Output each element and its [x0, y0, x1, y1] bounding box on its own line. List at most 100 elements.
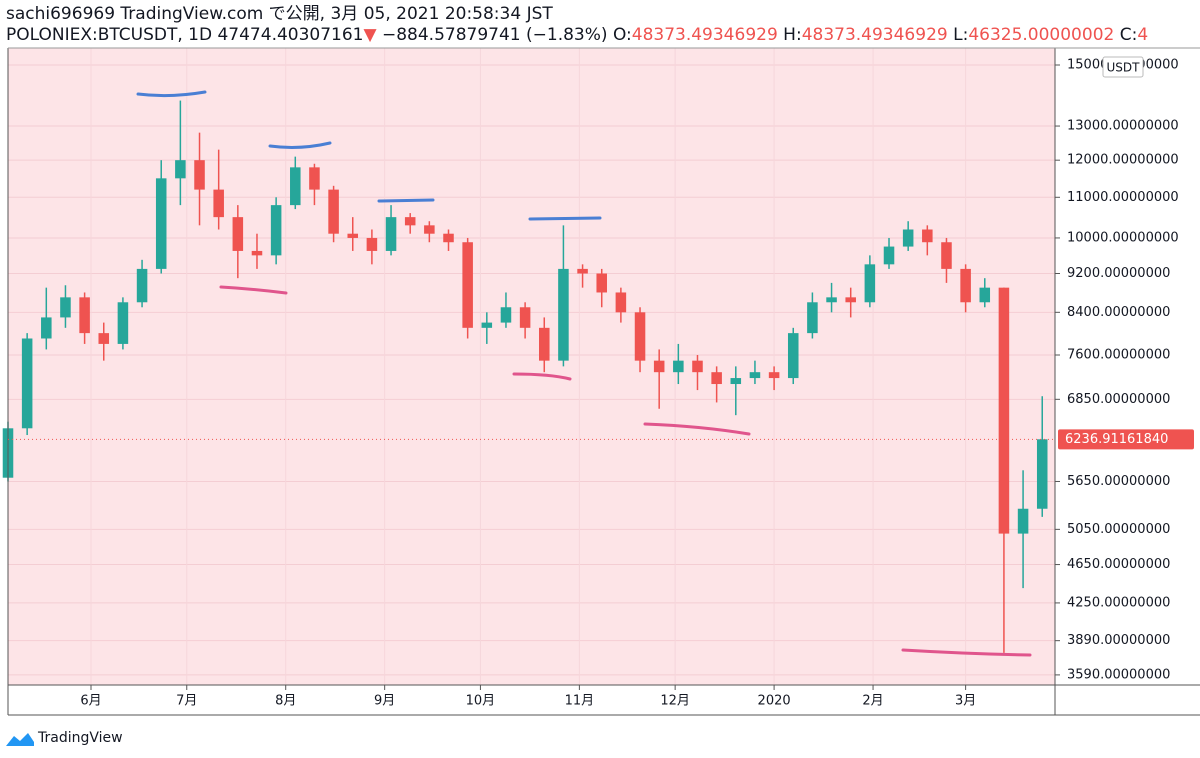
o-label: O: [612, 25, 632, 45]
support-mark [643, 422, 751, 436]
support-mark [901, 648, 1032, 657]
candle-body [673, 360, 684, 373]
candles [2, 100, 1048, 653]
low-value: 46325.00000002 [968, 25, 1115, 45]
symbol: POLONIEX:BTCUSDT, 1D [6, 25, 213, 45]
resistance-mark [268, 141, 332, 149]
resistance-mark [528, 216, 602, 221]
y-tick-label: 8400.00000000 [1067, 305, 1170, 320]
candle-body [213, 189, 224, 218]
candle-body [290, 167, 301, 206]
c-label: C: [1119, 25, 1138, 45]
y-tick-label: 6850.00000000 [1067, 392, 1170, 407]
candle-body [539, 327, 550, 361]
candle-body [845, 297, 856, 303]
y-tick-label: 4250.00000000 [1067, 595, 1170, 610]
candle-body [864, 264, 876, 303]
x-tick-label: 12月 [660, 694, 690, 709]
candle-body [615, 292, 627, 313]
candle-body [155, 178, 167, 269]
candle-body [807, 302, 818, 334]
candle-body [577, 268, 588, 274]
y-tick-label: 7600.00000000 [1067, 348, 1170, 363]
candle-body [404, 217, 416, 226]
x-tick-label: 3月 [955, 694, 976, 709]
logo [6, 733, 34, 746]
candle-body [558, 268, 569, 361]
x-tick-label: 6月 [80, 694, 101, 709]
y-tick-label: 5050.00000000 [1067, 522, 1170, 537]
candle-body [481, 322, 493, 328]
candle-body [21, 338, 33, 429]
y-tick-label: 10000.00000000 [1067, 230, 1179, 245]
candle-body [787, 333, 799, 379]
last-price-label: 6236.91161840 [1065, 432, 1168, 447]
candle-body [462, 242, 473, 328]
candle-body [309, 167, 320, 190]
arrow: ▼ [363, 25, 377, 45]
y-tick-label: 3890.00000000 [1067, 633, 1170, 648]
candle-body [692, 360, 703, 373]
x-tick-label: 2020 [758, 694, 791, 709]
change: −884.57879741 (−1.83%) [381, 25, 608, 45]
candle-body [941, 242, 952, 269]
candle-body [1017, 508, 1029, 534]
x-tick-label: 9月 [374, 694, 395, 709]
currency-box [1102, 56, 1144, 78]
price: 47474.40307161 [217, 25, 364, 45]
open-value: 48373.49346929 [631, 25, 778, 45]
header: sachi696969 TradingView.com で公開, 3月 05, … [6, 4, 1200, 46]
candle-body [117, 302, 129, 344]
candle-body [960, 268, 971, 303]
candle-body [270, 205, 282, 256]
x-tick-label: 11月 [565, 694, 595, 709]
candle-body [902, 229, 914, 247]
y-tick-label: 9200.00000000 [1067, 266, 1170, 281]
candle-body [998, 287, 1010, 534]
candle-body [883, 246, 895, 265]
y-tick-label: 13000.00000000 [1067, 119, 1179, 134]
plot-background [8, 48, 1055, 685]
candle-body [41, 317, 52, 339]
x-tick-label: 7月 [176, 694, 197, 709]
candle-body [1036, 439, 1048, 509]
candle-body [136, 268, 148, 303]
candle-body [634, 312, 646, 361]
candle-body [768, 372, 780, 379]
candle-body [596, 273, 607, 293]
candle-body [347, 233, 359, 238]
symbol-line: POLONIEX:BTCUSDT, 1D 47474.40307161▼ −88… [6, 25, 1200, 46]
annotations [136, 90, 1032, 657]
x-tick-label: 10月 [466, 694, 496, 709]
publish-line: sachi696969 TradingView.com で公開, 3月 05, … [6, 4, 553, 24]
high-value: 48373.49346929 [801, 25, 948, 45]
candle-body [194, 160, 205, 190]
resistance-mark [136, 90, 207, 98]
candle-body [443, 233, 454, 243]
candle-body [251, 250, 263, 256]
candle-body [979, 287, 991, 303]
support-mark [219, 285, 288, 295]
grid [8, 48, 1055, 685]
candle-body [385, 217, 397, 251]
candle-body [175, 160, 186, 179]
y-tick-label: 12000.00000000 [1067, 153, 1179, 168]
y-tick-label: 5650.00000000 [1067, 474, 1170, 489]
currency-label: USDT [1107, 61, 1141, 75]
candle-body [366, 237, 378, 251]
candle-body [424, 225, 435, 234]
candle-body [328, 189, 339, 234]
candle-body [60, 297, 71, 318]
candle-body [730, 378, 742, 385]
candle-body [519, 307, 531, 328]
candle-body [826, 297, 837, 303]
candle-body [98, 333, 110, 344]
axes: 3590.00000000 3890.00000000 4250.00000000 4… [8, 58, 1194, 709]
h-label: H: [783, 25, 802, 45]
y-tick-label: 3590.00000000 [1067, 667, 1170, 682]
logo-icon [6, 733, 34, 746]
candle-body [922, 229, 933, 243]
l-label: L: [953, 25, 969, 45]
